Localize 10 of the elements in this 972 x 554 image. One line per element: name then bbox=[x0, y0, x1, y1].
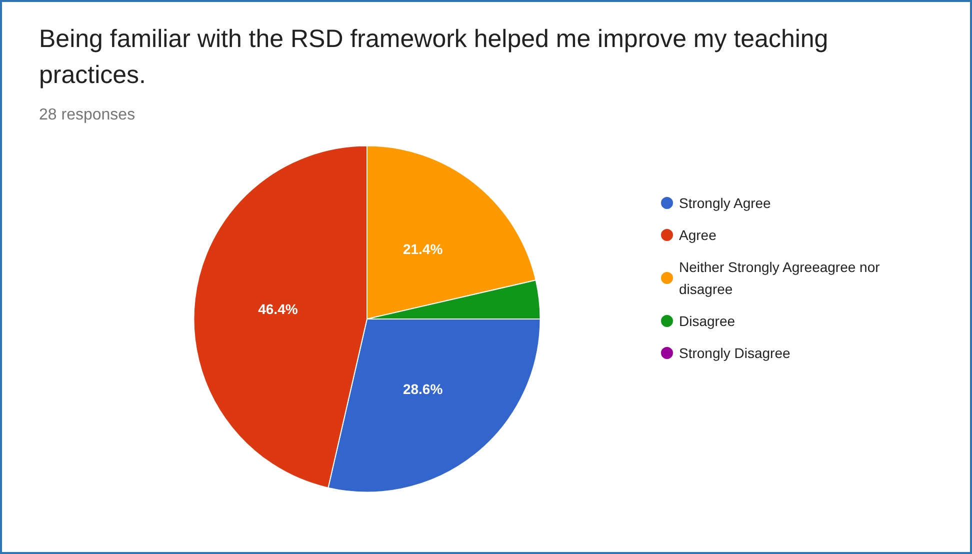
data-label: 46.4% bbox=[258, 300, 298, 317]
legend-label: Neither Strongly Agreeagree nor disagree bbox=[679, 259, 884, 297]
chart-title: Being familiar with the RSD framework helped me improve my teaching practices. bbox=[39, 25, 836, 89]
data-label: 21.4% bbox=[402, 240, 444, 257]
data-label: 28.6% bbox=[402, 381, 444, 398]
legend-label: Disagree bbox=[679, 313, 736, 329]
legend-label: Strongly Agree bbox=[679, 195, 772, 211]
legend-label: Strongly Disagree bbox=[679, 345, 790, 361]
chart-subtitle: 28 responses bbox=[39, 106, 136, 124]
legend-label: Agree bbox=[679, 227, 717, 243]
